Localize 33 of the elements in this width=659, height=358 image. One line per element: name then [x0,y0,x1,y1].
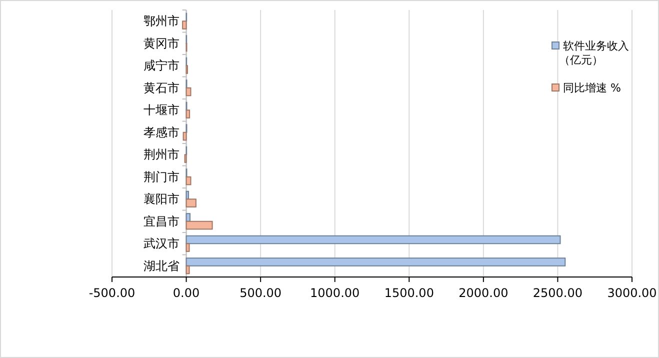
x-tick-label: 1000.00 [310,286,360,300]
y-tick-label: 黄冈市 [143,36,180,50]
y-tick-label: 咸宁市 [143,58,180,73]
y-tick-label: 宜昌市 [143,214,180,228]
y-tick-label: 孝感市 [143,125,180,140]
x-tick-label: 3000.00 [607,286,657,300]
y-tick-label: 荆门市 [143,170,180,184]
bar [186,265,190,274]
x-tick-label: 2000.00 [458,286,508,300]
y-tick-label: 荆州市 [143,148,180,162]
bar [186,220,213,230]
y-tick-label: 黄石市 [143,80,180,95]
bar [186,198,196,208]
x-tick-label: 1500.00 [384,286,434,300]
bar [186,87,192,96]
bar [186,258,566,266]
bar [182,20,187,30]
legend-label: 同比增速 % [563,82,621,94]
legend-label: 软件业务收入（亿元） [559,40,629,66]
x-tick-label: -500.00 [88,286,136,300]
y-tick-label: 鄂州市 [143,14,180,28]
y-tick-label: 襄阳市 [143,192,180,206]
x-tick-label: 2500.00 [532,286,583,300]
bar [186,235,561,244]
bar [182,132,187,141]
x-tick-label: 0.00 [172,286,200,300]
y-tick-label: 十堰市 [143,103,180,118]
y-tick-label: 武汉市 [143,236,180,251]
bar [186,110,190,118]
bar [186,176,192,186]
bar [186,243,190,252]
y-tick-label: 湖北省 [143,258,180,273]
x-tick-label: 500.00 [240,286,282,300]
